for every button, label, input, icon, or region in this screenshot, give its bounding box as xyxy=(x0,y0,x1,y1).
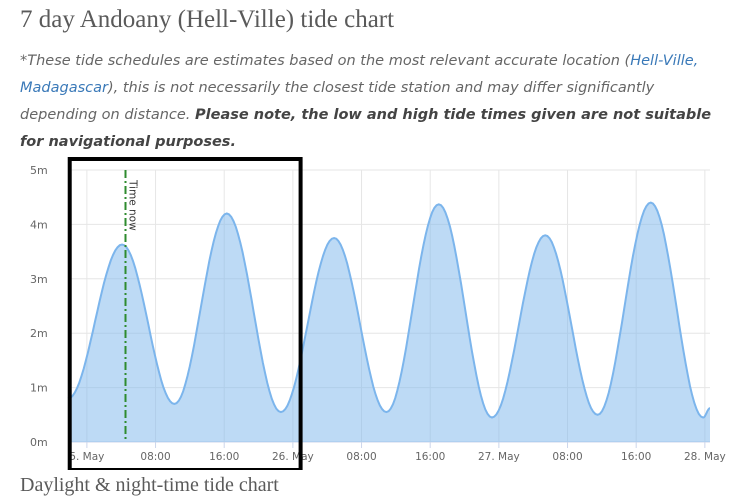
x-tick-label: 16:00 xyxy=(415,451,445,463)
time-now-label: Time now xyxy=(127,179,139,231)
x-tick-label: 08:00 xyxy=(140,451,170,463)
y-tick-label: 4m xyxy=(30,218,48,231)
hell-ville-link[interactable]: Hell-Ville, Madagascar xyxy=(20,53,699,96)
section-heading: Daylight & night-time tide chart xyxy=(20,474,279,496)
note-middle: ), this is not necessarily the closest t… xyxy=(20,80,655,123)
page-title: 7 day Andoany (Hell-Ville) tide chart xyxy=(20,6,395,33)
x-tick-label: 16:00 xyxy=(621,451,651,463)
x-tick-label: 08:00 xyxy=(552,451,582,463)
y-tick-label: 3m xyxy=(30,273,48,286)
x-tick-label: 26. May xyxy=(272,451,314,463)
x-axis-labels: 5. May 08:00 16:00 26. May 08:00 16:00 27. May… xyxy=(69,451,725,463)
y-tick-label: 2m xyxy=(30,327,48,340)
note-warning: Please note, the low and high tide times… xyxy=(20,107,712,150)
tide-line xyxy=(67,201,711,419)
x-tick-label: 08:00 xyxy=(346,451,376,463)
x-tick-label: 27. May xyxy=(478,451,520,463)
y-tick-label: 5m xyxy=(30,164,48,177)
y-tick-label: 0m xyxy=(30,436,48,449)
y-tick-label: 1m xyxy=(30,382,48,395)
y-axis-labels: 0m 1m 2m 3m 4m 5m xyxy=(30,164,48,449)
disclaimer-note: *These tide schedules are estimates base… xyxy=(20,48,720,156)
x-tick-label: 16:00 xyxy=(209,451,239,463)
highlight-box xyxy=(67,157,303,470)
x-tick-label: 5. May xyxy=(69,451,104,463)
time-now-marker: Time now xyxy=(124,170,139,442)
tide-chart: 0m 1m 2m 3m 4m 5m Time now 5. May 08:00 16:00 26… xyxy=(30,157,726,470)
x-tick-label: 28. May xyxy=(684,451,726,463)
tide-area-fill xyxy=(68,202,710,442)
note-intro: *These tide schedules are estimates base… xyxy=(20,53,631,69)
